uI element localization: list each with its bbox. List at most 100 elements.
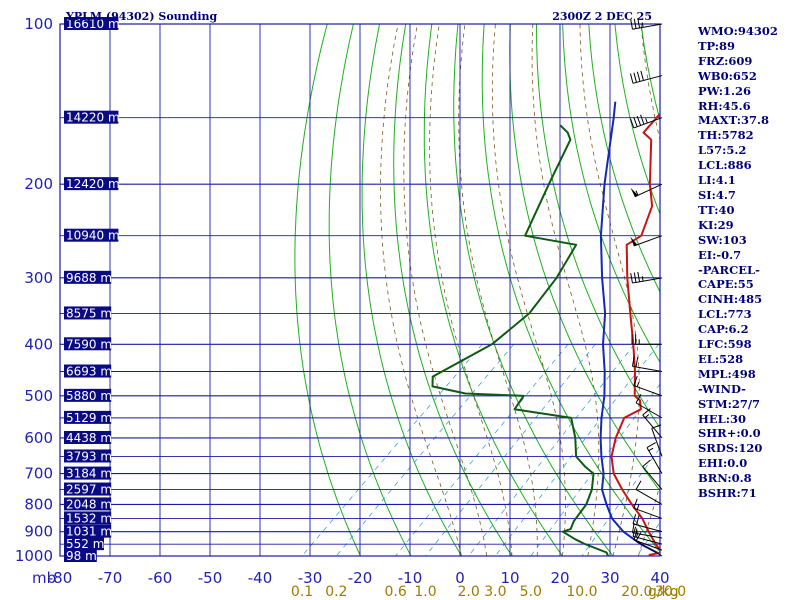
height-label-bg xyxy=(64,449,112,463)
height-label-bg xyxy=(64,228,119,242)
pressure-tick-label: 200 xyxy=(24,175,53,193)
index-item: SI:4.7 xyxy=(698,187,736,202)
mixing-ratio-tick-label: 3.0 xyxy=(484,584,506,600)
index-item: EL:528 xyxy=(698,351,744,366)
moist-adiabat-line xyxy=(637,24,660,556)
height-label-text: 1031 m xyxy=(66,525,112,539)
index-item: MPL:498 xyxy=(698,366,756,381)
temperature-tick-label: -60 xyxy=(148,569,173,587)
height-label-text: 5880 m xyxy=(66,389,112,403)
index-item: WMO:94302 xyxy=(698,24,778,38)
height-label-bg xyxy=(64,388,112,402)
pressure-tick-label: 100 xyxy=(24,15,53,33)
height-label-text: 552 m xyxy=(66,537,104,551)
height-label-text: 3184 m xyxy=(66,467,112,481)
height-label: 5129 m xyxy=(64,410,112,425)
height-label-bg xyxy=(64,524,112,538)
mixing-ratio-tick-label: 10.0 xyxy=(566,584,597,600)
height-label: 8575 m xyxy=(64,306,112,320)
dewpoint-trace xyxy=(431,124,609,556)
index-item: CAP:6.2 xyxy=(698,322,749,337)
temperature-tick-label: -30 xyxy=(298,569,323,587)
height-label-text: 5129 m xyxy=(66,411,112,425)
temperature-tick-label: 20 xyxy=(550,569,569,587)
moist-adiabat-line xyxy=(380,24,462,556)
temperature-tick-label: -70 xyxy=(98,569,123,587)
temperature-tick-label: 10 xyxy=(500,569,519,587)
pressure-tick-label: 900 xyxy=(24,523,53,541)
wind-barb xyxy=(629,70,663,84)
wind-barb xyxy=(642,459,663,490)
height-label-bg xyxy=(64,497,112,511)
height-label: 3793 m xyxy=(64,449,112,463)
height-label-text: 1532 m xyxy=(66,511,112,525)
wind-barb xyxy=(633,376,663,397)
height-label: 98 m xyxy=(64,549,97,563)
mixing-ratio-tick-label: 20.0 xyxy=(621,584,652,600)
moist-adiabat-line xyxy=(491,24,566,556)
height-label: 5880 m xyxy=(64,388,112,403)
height-label-bg xyxy=(64,110,119,124)
index-item: BSHR:71 xyxy=(698,486,757,501)
index-item: SRDS:120 xyxy=(698,441,763,456)
index-item: LCL:886 xyxy=(698,158,752,173)
height-label-bg xyxy=(64,511,112,525)
index-item: TP:89 xyxy=(698,38,736,53)
mixing-ratio-tick-label: 2.0 xyxy=(458,584,480,600)
height-label: 2597 m xyxy=(64,482,112,497)
mixing-ratio-tick-label: 1.0 xyxy=(414,584,436,600)
height-label-text: 4438 m xyxy=(66,431,112,445)
index-item: SHR+:0.0 xyxy=(698,426,761,441)
height-label-bg xyxy=(64,549,97,562)
index-item: -PARCEL- xyxy=(698,262,760,277)
height-label-bg xyxy=(64,17,119,30)
mixing-ratio-tick-label: 5.0 xyxy=(520,584,542,600)
index-item: EI:-0.7 xyxy=(698,247,742,262)
temperature-tick-label: 0 xyxy=(455,569,465,587)
height-label-text: 7590 m xyxy=(66,337,112,351)
pressure-tick-label: 800 xyxy=(24,495,53,513)
dry-adiabat-line xyxy=(294,24,361,556)
height-label-bg xyxy=(64,364,112,378)
height-label-text: 6693 m xyxy=(66,365,112,379)
pressure-unit-label: mb xyxy=(32,569,56,587)
height-label-bg xyxy=(64,537,104,551)
height-label: 14220 m xyxy=(64,110,120,125)
height-label: 2048 m xyxy=(64,497,112,511)
height-label-text: 8575 m xyxy=(66,306,112,320)
index-item: WB0:652 xyxy=(698,68,757,83)
height-label-bg xyxy=(64,410,112,424)
dry-adiabat-line xyxy=(481,24,660,553)
height-label-text: 14220 m xyxy=(66,111,120,125)
pressure-tick-label: 300 xyxy=(24,269,53,287)
height-label-bg xyxy=(64,177,119,191)
height-label-bg xyxy=(64,270,112,284)
index-item: EHI:0.0 xyxy=(698,456,748,471)
wind-barb xyxy=(631,334,662,345)
height-label-text: 98 m xyxy=(66,549,97,563)
wind-barb xyxy=(629,114,663,129)
height-label-bg xyxy=(64,466,112,480)
isobars xyxy=(59,23,661,557)
index-item: SW:103 xyxy=(698,232,747,247)
temperature-trace xyxy=(610,112,660,556)
index-item: FRZ:609 xyxy=(698,53,753,68)
wind-barb xyxy=(646,442,663,474)
mixing-ratio-line xyxy=(530,383,660,556)
mixing-ratio-line xyxy=(301,344,483,556)
pressure-tick-label: 1000 xyxy=(15,547,53,565)
temperature-tick-label: -80 xyxy=(48,569,73,587)
index-item: TT:40 xyxy=(698,202,735,217)
indices-panel: WMO:94302 TP:89 FRZ:609 WB0:652 PW:1.26 RH:45… xyxy=(698,24,798,501)
temperature-tick-label: -10 xyxy=(398,569,423,587)
parcel-trace xyxy=(599,101,660,556)
mixing-ratio-tick-label: 0.2 xyxy=(325,584,347,600)
height-label: 4438 m xyxy=(64,430,112,445)
height-label-text: 10940 m xyxy=(66,229,120,243)
index-item: LCL:773 xyxy=(698,307,752,322)
pressure-tick-label: 500 xyxy=(24,387,53,405)
temperature-tick-label: -50 xyxy=(198,569,223,587)
profiles xyxy=(431,101,660,556)
index-item: LI:4.1 xyxy=(698,173,736,188)
